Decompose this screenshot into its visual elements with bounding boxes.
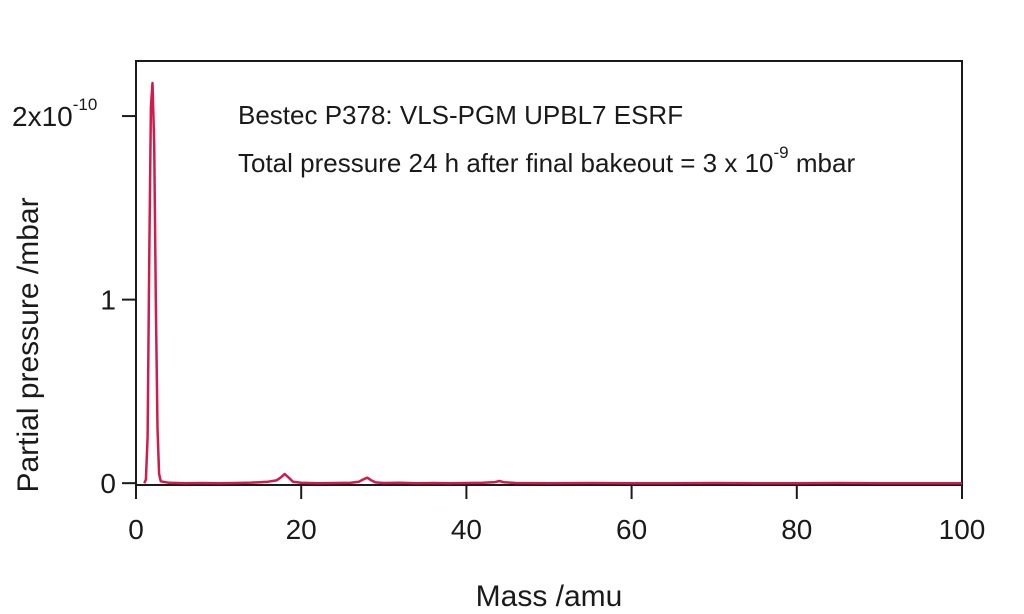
y-axis: 0 1 2x10-10: [12, 95, 136, 499]
annotation-title: Bestec P378: VLS-PGM UPBL7 ESRF: [238, 100, 683, 130]
plot-frame: [135, 60, 963, 486]
x-tick-label: 40: [451, 514, 482, 545]
y-tick-label: 2x10-10: [12, 95, 97, 132]
x-tick-label: 80: [781, 514, 812, 545]
x-axis-title: Mass /amu: [476, 580, 623, 613]
x-axis: 0 20 40 60 80 100: [128, 485, 985, 545]
annotation-total-pressure: Total pressure 24 h after final bakeout …: [238, 143, 855, 178]
x-tick-label: 20: [286, 514, 317, 545]
y-tick-label: 0: [100, 468, 116, 499]
y-axis-title: Partial pressure /mbar: [12, 197, 45, 492]
x-tick-label: 100: [939, 514, 986, 545]
x-tick-label: 0: [128, 514, 144, 545]
series-line: [143, 81, 962, 485]
y-tick-label: 1: [100, 285, 116, 316]
x-tick-label: 60: [616, 514, 647, 545]
